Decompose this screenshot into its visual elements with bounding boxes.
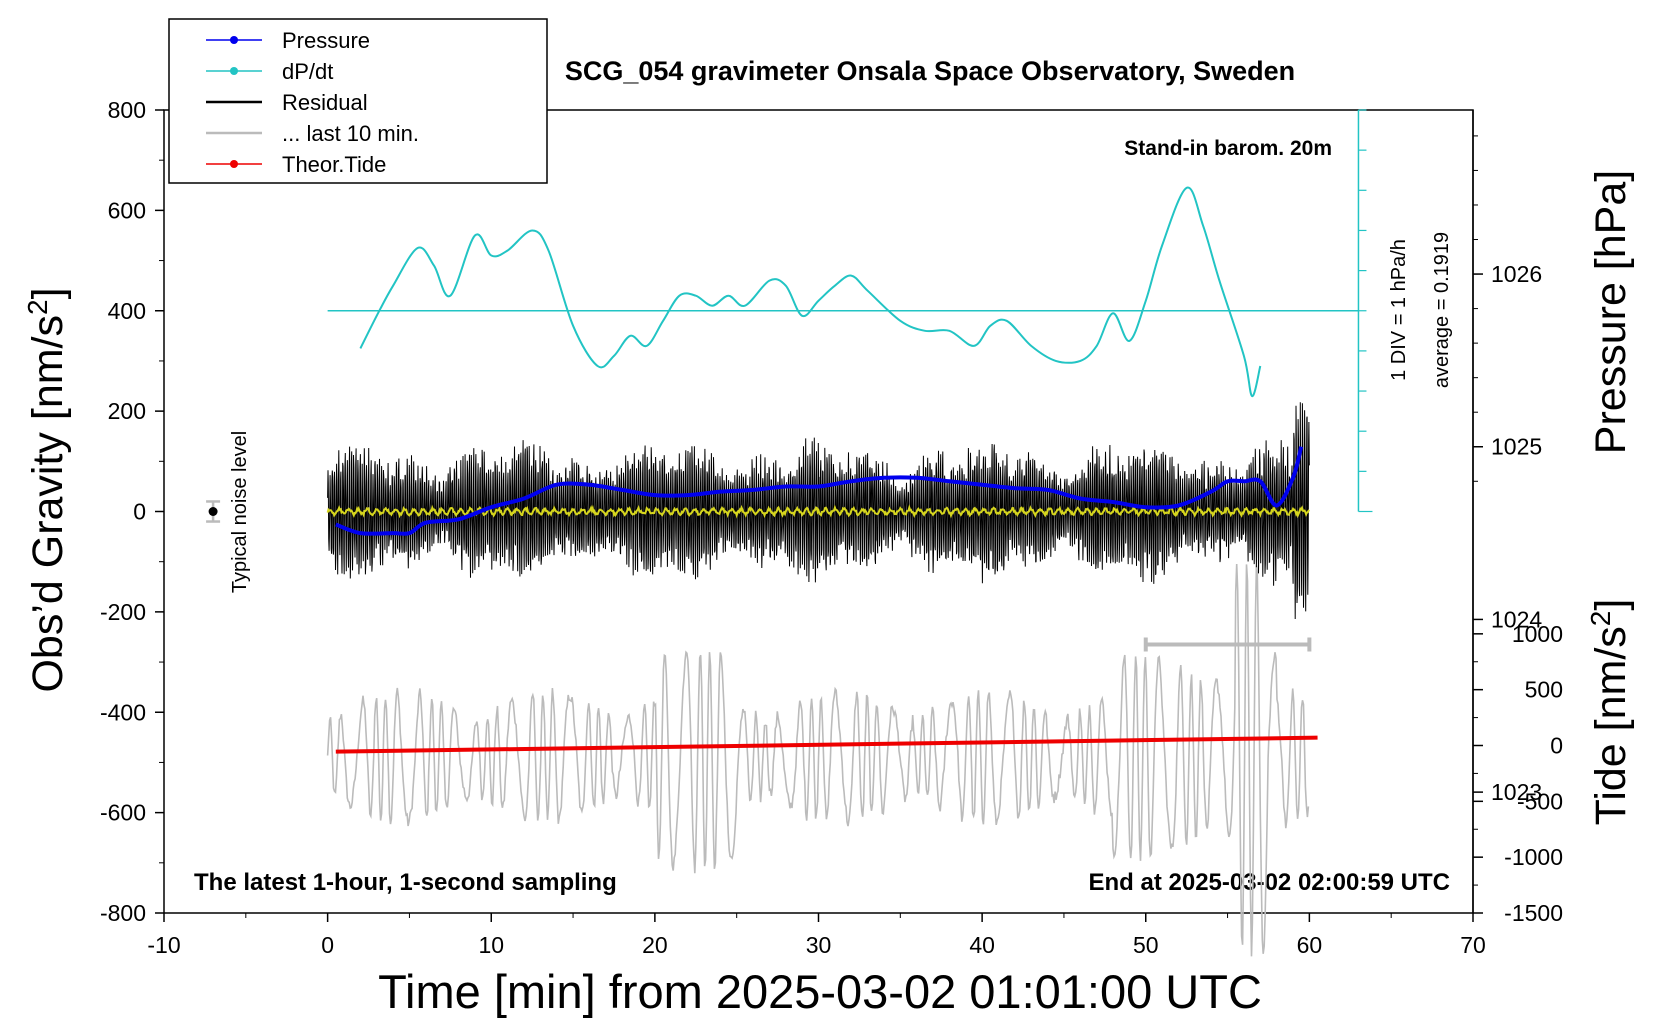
y-axis-label-gravity: Obs’d Gravity [nm/s2] <box>22 287 73 692</box>
x-tick-label: 30 <box>806 932 832 958</box>
y-axis-label-tide-end: ] <box>1587 599 1635 611</box>
noise-level-label: Typical noise level <box>229 431 251 593</box>
pressure-tick-label: 1025 <box>1491 434 1542 460</box>
y-axis-label-tide-sup: 2 <box>1585 611 1616 627</box>
tide-tick-label: 500 <box>1525 677 1563 703</box>
legend-entry-pressure: Pressure <box>206 28 370 53</box>
pressure-tick-label: 1026 <box>1491 261 1542 287</box>
x-tick-label: 0 <box>321 932 334 958</box>
y-axis-label-gravity-main: Obs’d Gravity [nm/s <box>24 315 72 693</box>
dpdt-scale-label: 1 DIV = 1 hPa/h <box>1388 239 1410 381</box>
y-axis-label-gravity-sup: 2 <box>22 299 53 315</box>
x-axis-label: Time [min] from 2025-03-02 01:01:00 UTC <box>378 965 1262 1018</box>
x-tick-label: -10 <box>147 932 180 958</box>
tide-tick-label: 0 <box>1550 733 1563 759</box>
series-theor-tide <box>335 735 1318 754</box>
tide-tick-label: 1000 <box>1512 621 1563 647</box>
noise-bar-dot <box>208 507 218 516</box>
end-time-note: End at 2025-03-02 02:00:59 UTC <box>1089 869 1451 896</box>
tide-tick-label: -1500 <box>1504 900 1563 926</box>
pressure-tick-label: 1024 <box>1491 606 1542 632</box>
sampling-note: The latest 1-hour, 1-second sampling <box>194 869 617 896</box>
y-tick-label: 400 <box>108 298 146 324</box>
y-tick-label: -200 <box>100 599 146 625</box>
y-tick-label: -800 <box>100 900 146 926</box>
series-pressure <box>335 446 1304 536</box>
y-tick-label: 200 <box>108 398 146 424</box>
tide-tick-label: -1000 <box>1504 844 1563 870</box>
x-tick-label: 60 <box>1297 932 1323 958</box>
legend-label-dpdt: dP/dt <box>282 59 333 84</box>
x-tick-label: 50 <box>1133 932 1159 958</box>
y-axis-label-pressure: Pressure [hPa] <box>1587 170 1635 454</box>
y-tick-label: -400 <box>100 699 146 725</box>
stand-in-barometer-note: Stand-in barom. 20m <box>1124 137 1332 160</box>
x-tick-label: 10 <box>478 932 504 958</box>
series-residual-smoothed <box>326 504 1310 519</box>
y-axis-label-tide: Tide [nm/s2] <box>1585 599 1636 826</box>
chart-title: SCG_054 gravimeter Onsala Space Observat… <box>565 56 1295 86</box>
legend: Pressure dP/dt Residual ... last 10 min.… <box>168 18 548 184</box>
y-tick-label: 600 <box>108 197 146 223</box>
y-tick-label: -600 <box>100 800 146 826</box>
x-tick-label: 70 <box>1460 932 1486 958</box>
y-axis-label-tide-main: Tide [nm/s <box>1587 626 1635 825</box>
legend-entry-theor-tide: Theor.Tide <box>206 152 386 177</box>
x-tick-label: 20 <box>642 932 668 958</box>
series-dpdt <box>359 186 1262 398</box>
tide-tick-label: -500 <box>1517 788 1563 814</box>
legend-label-residual: Residual <box>282 90 368 115</box>
x-tick-label: 40 <box>969 932 995 958</box>
legend-entry-dpdt: dP/dt <box>206 59 333 84</box>
legend-marker-dpdt <box>230 67 238 75</box>
legend-marker-theor-tide <box>230 160 238 168</box>
y-axis-label-gravity-end: ] <box>24 287 72 299</box>
legend-marker-pressure <box>230 36 238 44</box>
pressure-tick-label: 1023 <box>1491 779 1542 805</box>
y-tick-label: 0 <box>133 499 146 525</box>
legend-label-pressure: Pressure <box>282 28 370 53</box>
dpdt-average-label: average = 0.1919 <box>1431 232 1453 388</box>
legend-entry-residual: Residual <box>206 90 368 115</box>
series-last10-trace <box>326 563 1310 957</box>
legend-entry-last10: ... last 10 min. <box>206 121 419 146</box>
y-tick-label: 800 <box>108 97 146 123</box>
legend-label-last10: ... last 10 min. <box>282 121 419 146</box>
legend-label-theor-tide: Theor.Tide <box>282 152 386 177</box>
